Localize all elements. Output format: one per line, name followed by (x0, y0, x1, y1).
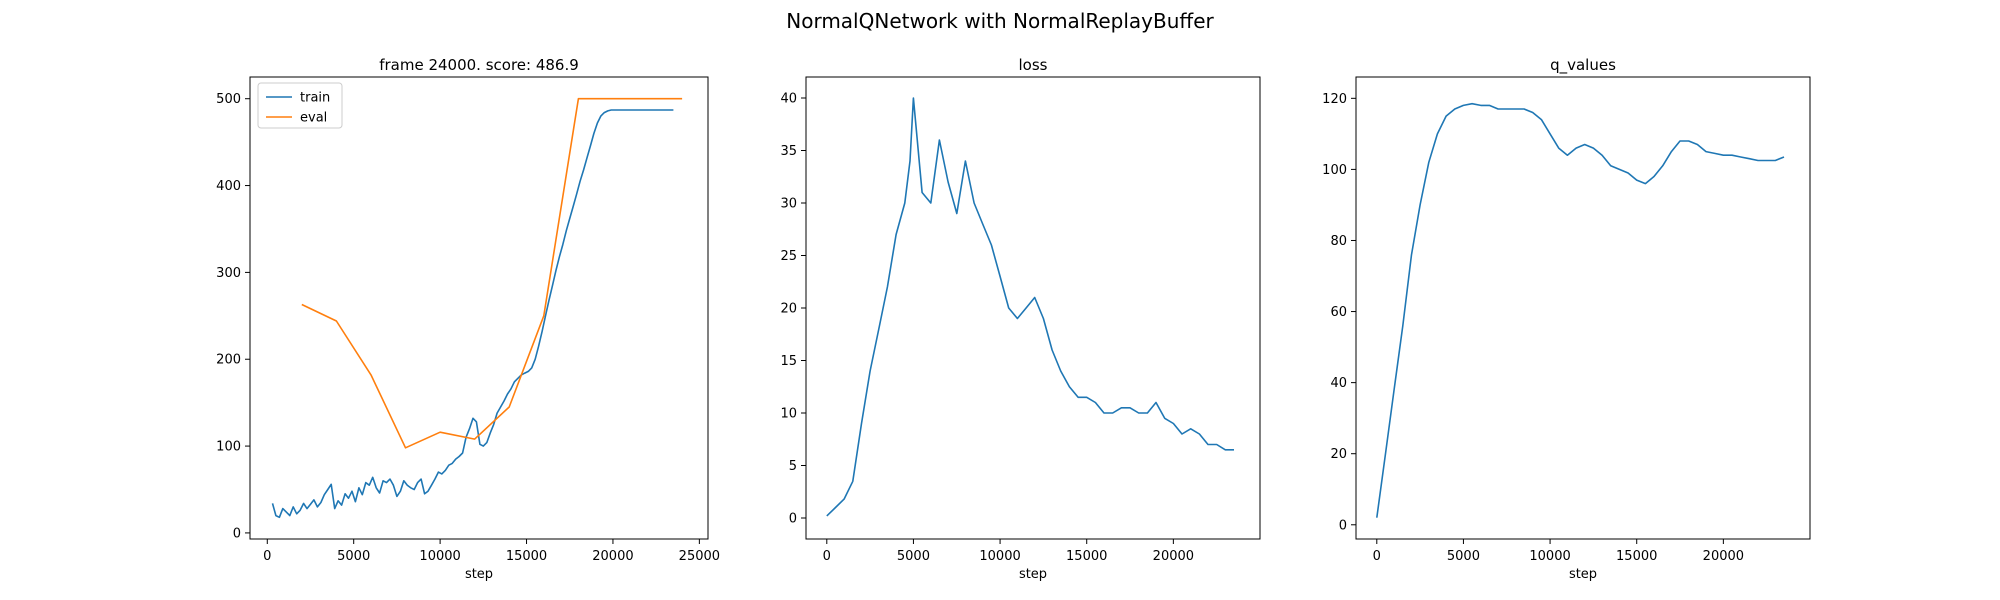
score-chart: 0 5000 10000 15000 20000 25000 0 100 200 300 400 50… (216, 56, 720, 582)
y-tick-label: 100 (1322, 163, 1347, 178)
y-tick-label: 5 (789, 459, 797, 474)
x-tick-label: 15000 (506, 549, 547, 564)
legend-label-eval: eval (300, 111, 327, 126)
x-tick-label: 5000 (337, 549, 370, 564)
y-tick-label: 0 (789, 512, 797, 527)
x-tick-label: 5000 (897, 549, 930, 564)
series-line-1-0 (826, 97, 1234, 517)
x-tick-label: 15000 (1066, 549, 1107, 564)
y-tick-label: 25 (780, 249, 797, 264)
y-tick-label: 400 (216, 179, 241, 194)
plot-frame (805, 76, 1261, 540)
y-tick-label: 30 (780, 197, 797, 212)
x-axis-label: step (1019, 567, 1047, 582)
x-tick-label: 10000 (1529, 549, 1570, 564)
y-tick-label: 500 (216, 92, 241, 107)
x-tick-label: 20000 (1153, 549, 1194, 564)
chart-title: loss (1019, 56, 1048, 74)
y-tick-label: 0 (233, 526, 241, 541)
y-tick-label: 10 (780, 407, 797, 422)
x-tick-label: 10000 (419, 549, 460, 564)
legend-label-train: train (300, 91, 330, 106)
y-tick-label: 20 (780, 302, 797, 317)
y-tick-label: 100 (216, 440, 241, 455)
chart-title: q_values (1550, 56, 1616, 75)
plot-frame (1355, 76, 1811, 540)
x-tick-label: 15000 (1616, 549, 1657, 564)
y-tick-label: 60 (1330, 305, 1347, 320)
figure-title: NormalQNetwork with NormalReplayBuffer (786, 9, 1214, 33)
x-tick-label: 10000 (979, 549, 1020, 564)
x-axis-label: step (465, 567, 493, 582)
series-line-train (271, 109, 674, 519)
legend: train eval (257, 82, 343, 129)
x-tick-label: 0 (263, 549, 271, 564)
y-tick-label: 20 (1330, 447, 1347, 462)
q-values-chart: 0 5000 10000 15000 20000 0 20 40 60 80 100 120 q_val… (1322, 56, 1811, 582)
series-line-2-0 (1376, 102, 1785, 518)
y-tick-label: 120 (1322, 92, 1347, 107)
y-tick-label: 80 (1330, 234, 1347, 249)
x-tick-label: 20000 (1703, 549, 1744, 564)
plot-frame (249, 76, 709, 540)
x-tick-label: 0 (823, 549, 831, 564)
y-tick-label: 40 (780, 92, 797, 107)
x-tick-label: 5000 (1447, 549, 1480, 564)
loss-chart: 0 5000 10000 15000 20000 0 5 10 15 20 25 30 35 40 loss… (780, 56, 1261, 582)
x-tick-label: 25000 (679, 549, 720, 564)
y-tick-label: 40 (1330, 376, 1347, 391)
y-tick-label: 200 (216, 353, 241, 368)
x-tick-label: 0 (1373, 549, 1381, 564)
y-tick-label: 300 (216, 266, 241, 281)
y-tick-label: 15 (780, 354, 797, 369)
x-tick-label: 20000 (592, 549, 633, 564)
x-axis-label: step (1569, 567, 1597, 582)
chart-title: frame 24000. score: 486.9 (379, 56, 579, 74)
series-line-eval (301, 97, 683, 449)
y-tick-label: 0 (1339, 518, 1347, 533)
y-tick-label: 35 (780, 144, 797, 159)
